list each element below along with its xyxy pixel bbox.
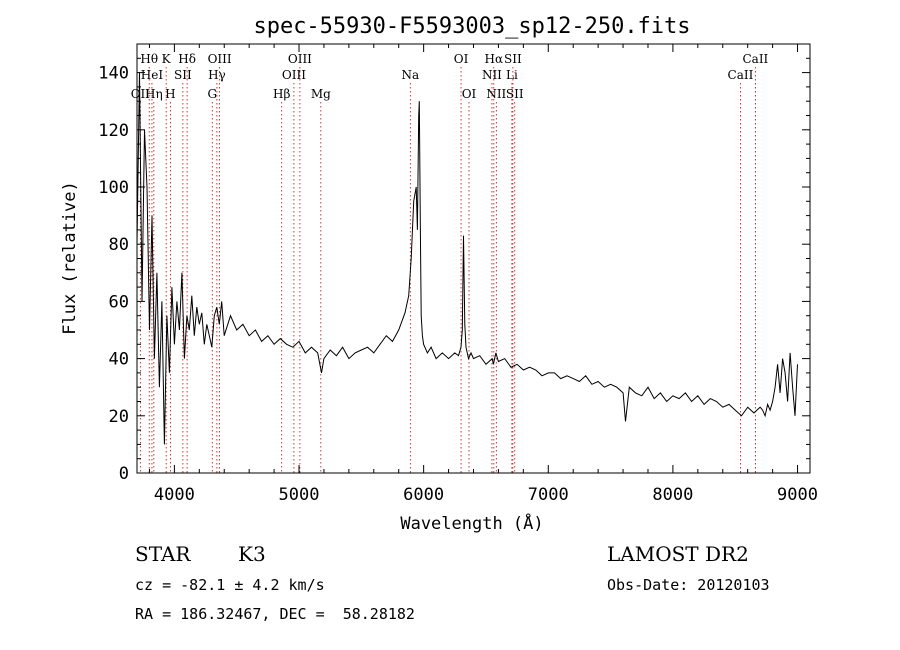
axes: 4000 5000 6000 7000 8000 9000 0 20 40 60 80 100 120 1… bbox=[98, 44, 818, 505]
line-marker-label: OI bbox=[462, 87, 477, 101]
line-marker-label: OIII bbox=[288, 52, 312, 66]
line-marker-label: OI bbox=[454, 52, 469, 66]
line-marker-label: NII bbox=[482, 68, 502, 82]
line-marker-label: SII bbox=[506, 87, 524, 101]
y-axis-label: Flux (relative) bbox=[60, 181, 80, 335]
spectrum-line bbox=[136, 72, 798, 445]
line-marker-label: OIII bbox=[282, 68, 306, 82]
spectral-subclass: K3 bbox=[238, 542, 266, 566]
line-marker-label: Na bbox=[401, 68, 419, 82]
y-tick-label: 40 bbox=[109, 350, 129, 370]
x-axis-label: Wavelength (Å) bbox=[400, 512, 543, 534]
plot-frame bbox=[136, 43, 811, 474]
x-tick-label: 5000 bbox=[279, 485, 320, 505]
y-tick-label: 60 bbox=[109, 292, 129, 312]
line-marker-label: Hδ bbox=[178, 52, 196, 66]
y-tick-label: 120 bbox=[98, 121, 129, 141]
line-marker-label: Hγ bbox=[208, 68, 226, 82]
observation-date: Obs-Date: 20120103 bbox=[607, 576, 770, 594]
y-tick-label: 80 bbox=[109, 235, 129, 255]
x-tick-label: 4000 bbox=[154, 485, 195, 505]
y-tick-label: 140 bbox=[98, 64, 129, 84]
survey-name: LAMOST DR2 bbox=[607, 542, 749, 566]
x-tick-label: 8000 bbox=[652, 485, 693, 505]
line-marker-label: H bbox=[165, 87, 175, 101]
spectrum-series bbox=[136, 72, 798, 445]
x-tick-label: 7000 bbox=[528, 485, 569, 505]
x-tick-label: 9000 bbox=[777, 485, 818, 505]
line-marker-label: CaII bbox=[742, 52, 768, 66]
redshift-velocity: cz = -82.1 ± 4.2 km/s bbox=[135, 576, 325, 594]
y-tick-label: 0 bbox=[119, 464, 129, 484]
line-marker-label: SII bbox=[174, 68, 192, 82]
line-marker-label: Hθ bbox=[140, 52, 158, 66]
line-marker-label: NII bbox=[486, 87, 506, 101]
line-marker-label: OIII bbox=[208, 52, 232, 66]
line-marker-label: HeI bbox=[141, 68, 164, 82]
line-marker-label: SII bbox=[504, 52, 522, 66]
line-marker-label: G bbox=[207, 87, 217, 101]
line-marker-label: Hη bbox=[145, 87, 163, 101]
x-tick-label: 6000 bbox=[403, 485, 444, 505]
line-marker-label: Hα bbox=[485, 52, 504, 66]
line-marker-label: CaII bbox=[728, 68, 754, 82]
chart-title: spec-55930-F5593003_sp12-250.fits bbox=[253, 14, 690, 39]
line-marker-label: OII bbox=[131, 87, 151, 101]
object-class: STAR bbox=[135, 542, 191, 566]
y-tick-label: 20 bbox=[109, 407, 129, 427]
line-marker-label: K bbox=[162, 52, 172, 66]
line-marker-label: Li bbox=[506, 68, 518, 82]
line-marker-label: Hβ bbox=[273, 87, 290, 101]
sky-coordinates: RA = 186.32467, DEC = 58.28182 bbox=[135, 605, 415, 623]
line-marker-label: Mg bbox=[311, 87, 331, 101]
y-tick-label: 100 bbox=[98, 178, 129, 198]
